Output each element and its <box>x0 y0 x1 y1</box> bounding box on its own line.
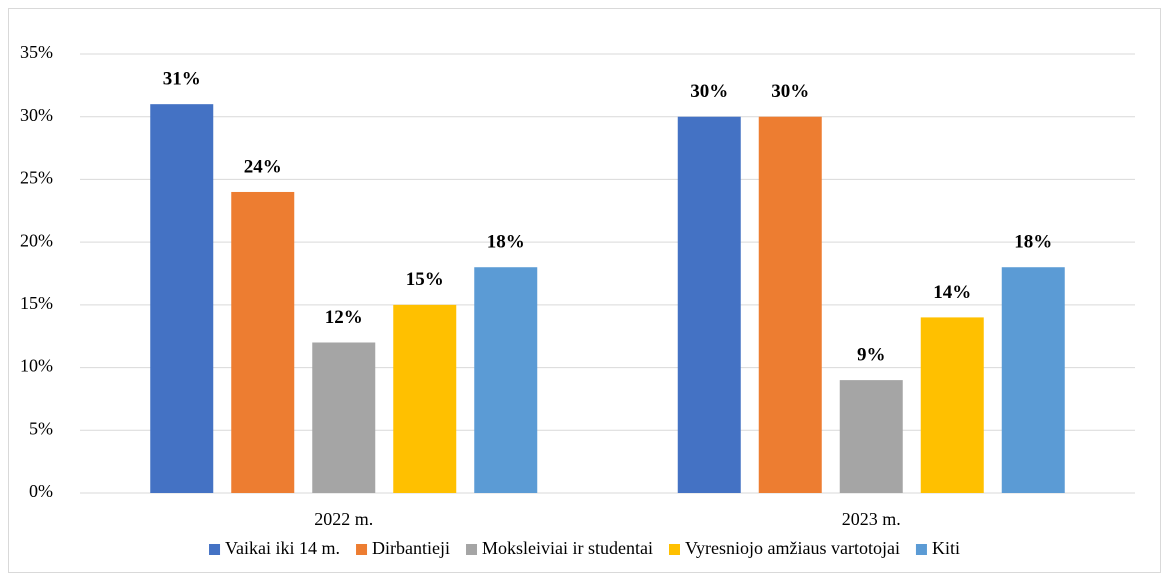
y-tick-label: 35% <box>20 42 53 62</box>
y-tick-label: 5% <box>29 418 53 438</box>
legend-label: Dirbantieji <box>372 538 450 558</box>
value-label: 24% <box>244 156 282 177</box>
y-tick-label: 0% <box>29 481 53 501</box>
bar <box>474 267 538 493</box>
value-label: 15% <box>406 269 444 290</box>
value-label: 14% <box>933 282 971 303</box>
bar <box>677 116 741 493</box>
legend-label: Vyresniojo amžiaus vartotojai <box>685 538 900 558</box>
bar <box>920 317 984 493</box>
y-tick-label: 25% <box>20 168 53 188</box>
bar <box>839 380 903 493</box>
bar <box>150 104 214 494</box>
value-label: 18% <box>1014 232 1052 253</box>
value-label: 12% <box>325 307 363 328</box>
bar <box>758 116 822 493</box>
value-label: 30% <box>771 81 809 102</box>
y-tick-label: 20% <box>20 230 53 250</box>
legend-swatch <box>209 544 221 555</box>
legend-swatch <box>669 544 680 555</box>
y-tick-label: 30% <box>20 105 53 125</box>
legend-label: Vaikai iki 14 m. <box>225 538 340 558</box>
bar <box>231 191 295 493</box>
x-tick-label: 2022 m. <box>314 509 373 529</box>
x-tick-label: 2023 m. <box>842 509 901 529</box>
legend-label: Moksleiviai ir studentai <box>482 538 653 558</box>
legend-swatch <box>356 544 368 555</box>
legend-label: Kiti <box>932 538 960 558</box>
bar <box>393 304 457 493</box>
value-label: 31% <box>163 69 201 90</box>
y-tick-label: 10% <box>20 356 53 376</box>
value-label: 9% <box>857 344 886 365</box>
legend-swatch <box>466 544 478 555</box>
value-label: 18% <box>487 232 525 253</box>
bar <box>312 342 376 493</box>
bar <box>1001 267 1065 493</box>
legend-swatch <box>915 544 927 555</box>
y-tick-label: 15% <box>20 293 53 313</box>
value-label: 30% <box>690 81 728 102</box>
